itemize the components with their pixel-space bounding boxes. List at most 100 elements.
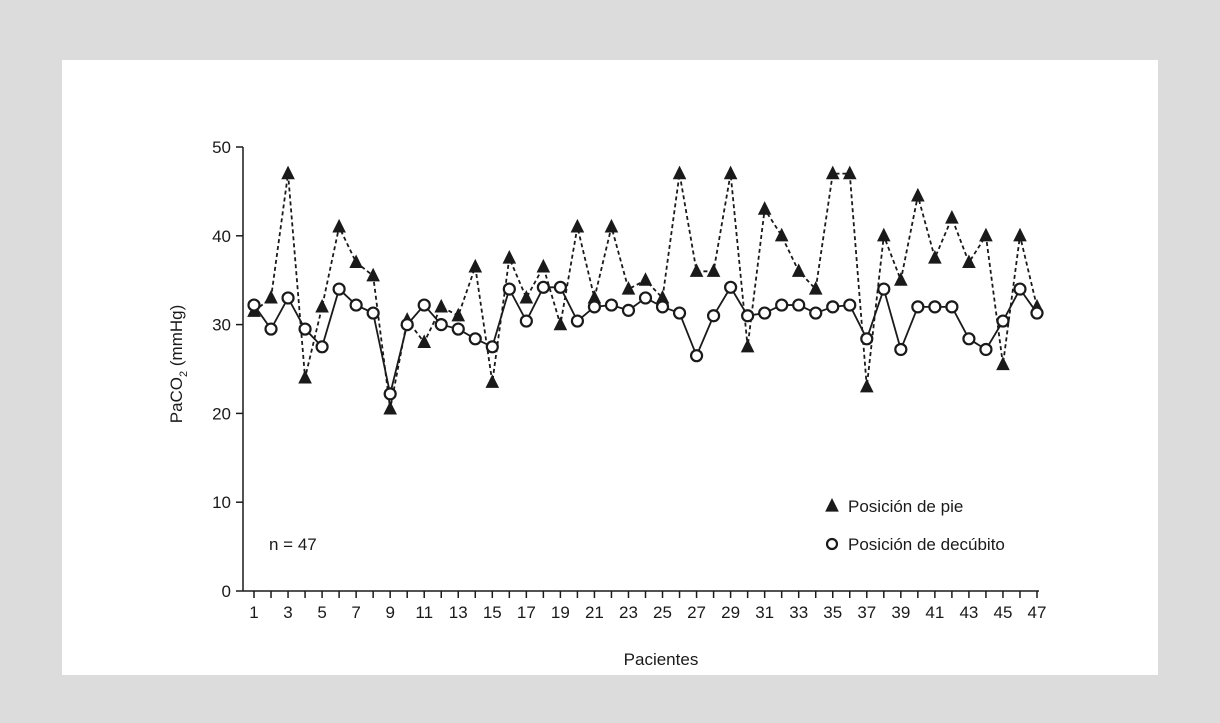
data-point-supine [417,298,431,312]
x-tick-label: 15 [483,603,502,622]
data-point-supine [383,387,397,401]
data-point-standing [723,165,738,180]
x-tick-label: 31 [755,603,774,622]
x-tick-label: 47 [1028,603,1047,622]
data-point-standing [757,201,772,215]
data-point-supine [638,291,653,305]
data-point-standing [349,254,363,269]
data-point-supine [536,280,550,294]
data-point-standing [945,210,959,224]
data-point-supine [775,298,789,312]
y-tick-label: 10 [212,493,231,512]
y-tick-label: 30 [212,316,231,335]
sample-size-annotation: n = 47 [269,535,317,554]
x-tick-label: 43 [959,603,978,622]
y-axis-label: PaCO2 (mmHg) [167,305,190,424]
data-point-standing [825,165,840,180]
data-point-supine [724,280,738,294]
x-tick-label: 23 [619,603,638,622]
data-point-supine [332,282,346,296]
data-point-supine [741,309,755,323]
x-tick-label: 29 [721,603,740,622]
data-point-supine [570,314,585,328]
x-tick-label: 9 [385,603,394,622]
y-axis-label-subscript: 2 [178,371,190,377]
data-point-supine [604,298,619,312]
data-point-supine [962,332,976,346]
legend-marker-triangle [825,498,839,512]
data-point-standing [570,218,585,233]
data-point-standing [894,272,908,286]
data-point-supine [860,332,874,346]
y-tick-label: 20 [212,404,231,423]
data-point-supine [264,322,278,336]
y-tick-label: 50 [212,138,231,157]
data-point-supine [706,309,721,323]
series-line-1 [253,172,1038,410]
data-point-standing [842,165,857,180]
data-point-supine [553,280,567,294]
data-point-standing [281,165,295,180]
data-point-standing [996,356,1010,371]
x-tick-label: 35 [823,603,842,622]
data-point-standing [808,281,823,295]
data-point-standing [740,338,755,353]
data-point-supine [877,282,891,296]
data-point-supine [587,300,602,314]
data-point-standing [1013,227,1027,242]
data-point-standing [587,289,602,304]
y-tick-label: 40 [212,227,231,246]
data-point-supine [655,300,670,314]
data-point-standing [519,289,534,304]
data-point-standing [604,218,619,233]
legend: Posición de pie Posición de decúbito [825,497,1005,554]
data-point-standing [366,267,380,282]
x-tick-label: 37 [857,603,876,622]
data-point-supine [672,306,687,320]
data-point-standing [621,281,636,295]
data-point-supine [1030,306,1044,320]
legend-label: Posición de pie [848,497,963,516]
data-point-supine [911,300,925,314]
data-point-supine [945,300,959,314]
data-point-supine [826,300,840,314]
data-point-standing [332,218,346,233]
legend-label: Posición de decúbito [848,535,1005,554]
data-point-supine [298,322,312,336]
y-axis-label-main: PaCO [167,377,186,423]
data-point-supine [792,298,806,312]
data-point-standing [434,298,449,313]
data-point-supine [400,318,414,332]
data-point-supine [928,300,942,314]
x-tick-label: 17 [517,603,536,622]
data-point-supine [979,342,993,357]
data-point-supine [366,306,380,320]
data-point-supine [809,306,823,320]
data-point-standing [468,258,483,273]
data-point-supine [519,314,533,328]
data-point-supine [689,349,704,363]
x-tick-label: 11 [415,603,433,622]
y-tick-label: 0 [222,582,231,601]
x-tick-label: 27 [687,603,706,622]
data-point-standing [502,250,517,264]
data-point-supine [621,303,636,317]
data-point-supine [451,322,465,336]
x-tick-label: 33 [789,603,808,622]
x-tick-label: 1 [249,603,258,622]
data-point-standing [536,258,551,273]
data-point-standing [264,289,278,304]
x-tick-label: 7 [351,603,360,622]
data-point-supine [843,298,857,312]
x-tick-label: 21 [585,603,604,622]
data-point-supine [894,342,908,357]
data-point-standing [928,250,942,264]
series-layer [247,165,1044,415]
data-point-standing [911,187,925,202]
data-point-standing [638,272,653,286]
data-point-supine [996,314,1010,328]
data-point-standing [689,263,704,277]
data-point-standing [315,298,329,313]
